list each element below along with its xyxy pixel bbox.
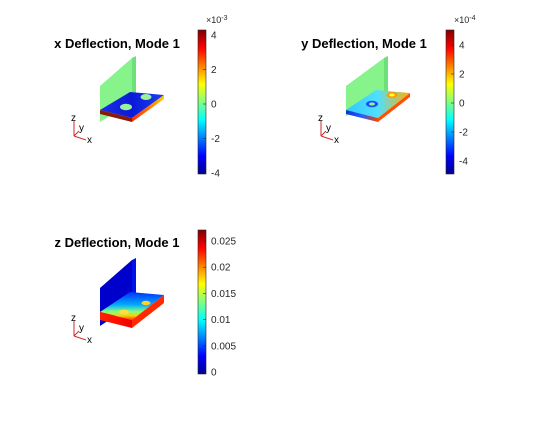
colorbar-tick-label: 4 [459,41,465,52]
bracket-model [100,56,164,122]
bracket-right-edge [378,93,410,122]
colorbar-gradient [445,29,455,175]
triad-x-axis [73,335,87,341]
colorbar-tick-label: -2 [211,134,220,145]
triad-z-label: z [318,113,323,124]
triad-x-label: x [87,335,92,346]
colorbar-gradient [197,29,207,175]
triad-z-label: z [71,313,76,324]
bracket-model [100,258,164,328]
triad-x-axis [73,135,87,141]
plot-x-deflection: x Deflection, Mode 1 z y x ×10-3 4 2 0 -2 -4 [54,15,227,180]
triad-x-label: x [87,135,92,146]
colorbar-tick-label: 0.015 [211,289,236,300]
colorbar: ×10-3 4 2 0 -2 -4 [197,15,228,180]
bracket-hole [120,103,132,111]
triad-y-axis [320,130,327,137]
bracket-hole [141,300,151,306]
bracket-hole-ring [369,102,375,106]
colorbar-tick-label: 0.025 [211,237,236,248]
triad-x-axis [320,135,334,141]
colorbar-tick-label: -4 [459,157,468,168]
colorbar-tick-label: 0 [211,100,217,111]
colorbar-tick-label: 4 [211,31,217,42]
bracket-wall-side [132,56,136,102]
bracket-front-edge [100,312,132,328]
colorbar-tick-label: 0.005 [211,341,236,352]
bracket-right-edge [132,95,164,122]
colorbar-tick-label: -2 [459,128,468,139]
bracket-front-edge [100,110,132,122]
colorbar-tick-label: 0 [459,99,465,110]
plot-y-deflection: y Deflection, Mode 1 z y x ×10-4 4 2 0 -2 -4 [301,15,476,175]
colorbar-tick-label: 0.02 [211,263,231,274]
triad-x-label: x [334,135,339,146]
bracket-right-edge [132,295,164,328]
triad-y-label: y [326,123,331,134]
bracket-model [346,56,410,122]
colorbar-tick-label: 0.01 [211,315,231,326]
axes-triad: z y x [71,313,92,346]
plot-title: x Deflection, Mode 1 [54,36,180,51]
plot-z-deflection: z Deflection, Mode 1 z y x 0.025 0.02 0.01… [55,229,236,379]
colorbar-multiplier: ×10-4 [454,15,476,25]
colorbar-gradient [197,229,207,375]
colorbar-tick-label: 2 [459,70,465,81]
colorbar: 0.025 0.02 0.015 0.01 0.005 0 [197,229,236,379]
colorbar-tick-label: 2 [211,65,217,76]
triad-z-label: z [71,113,76,124]
triad-y-label: y [79,123,84,134]
bracket-hole [140,94,152,100]
bracket-hole [119,309,129,315]
colorbar-multiplier: ×10-3 [206,15,228,25]
axes-triad: z y x [318,113,339,146]
bracket-front-edge [346,110,378,122]
bracket-top-face [100,292,164,320]
bracket-wall-side [384,56,388,98]
bracket-hole-ring [389,93,395,97]
triad-y-axis [73,130,80,137]
colorbar-tick-label: -4 [211,169,220,180]
triad-y-label: y [79,323,84,334]
colorbar-tick-label: 0 [211,368,217,379]
triad-y-axis [73,330,80,337]
plot-title: z Deflection, Mode 1 [55,235,180,250]
axes-triad: z y x [71,113,92,146]
plot-title: y Deflection, Mode 1 [301,36,427,51]
colorbar: ×10-4 4 2 0 -2 -4 [445,15,476,175]
